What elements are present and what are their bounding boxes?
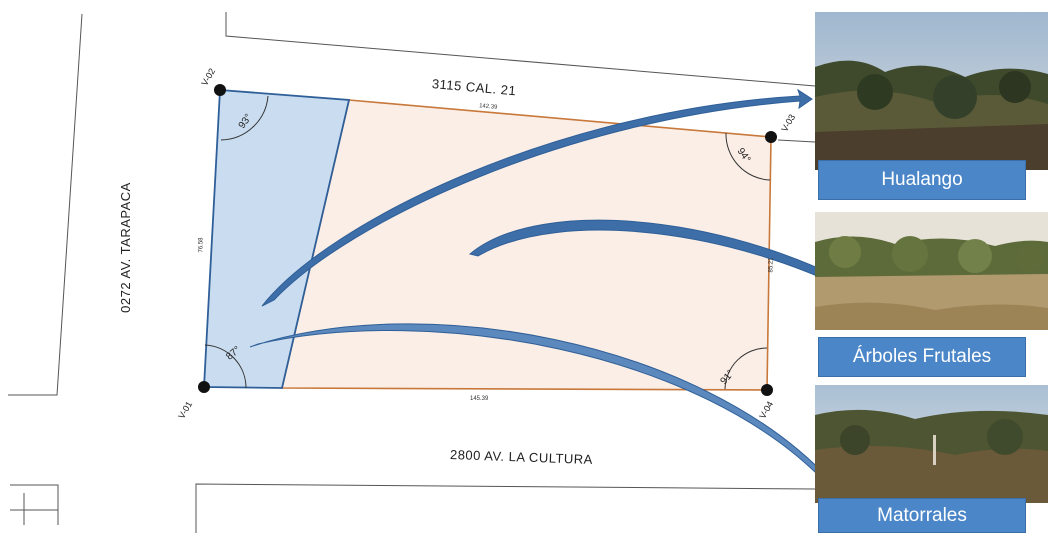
caption-matorrales: Matorrales [818,498,1026,533]
photo-hualango [815,12,1048,170]
measure-south: 145.39 [470,396,489,402]
vertex-dot-v04 [761,384,773,396]
angle-arcs [204,95,771,390]
photo-arboles-frutales [815,212,1048,330]
shrubland-photo-icon [815,385,1048,503]
photo-matorrales [815,385,1048,503]
arrow-to-hualango [261,88,813,307]
measure-west: 76.58 [198,237,205,253]
vertex-dot-v03 [765,131,777,143]
lot-zone-blue [203,89,351,389]
vertex-dot-v01 [198,381,210,393]
street-label-west: 0272 AV. TARAPACA [117,182,133,313]
vegetation-photo-icon [815,12,1048,170]
neighbor-block-lines [8,12,816,533]
caption-arboles-frutales: Árboles Frutales [818,337,1026,377]
measure-east: 85.21 [768,257,775,273]
vertex-dot-v02 [214,84,226,96]
fruit-trees-photo-icon [815,212,1048,330]
lot-zone-peach [280,99,772,391]
caption-hualango: Hualango [818,160,1026,200]
